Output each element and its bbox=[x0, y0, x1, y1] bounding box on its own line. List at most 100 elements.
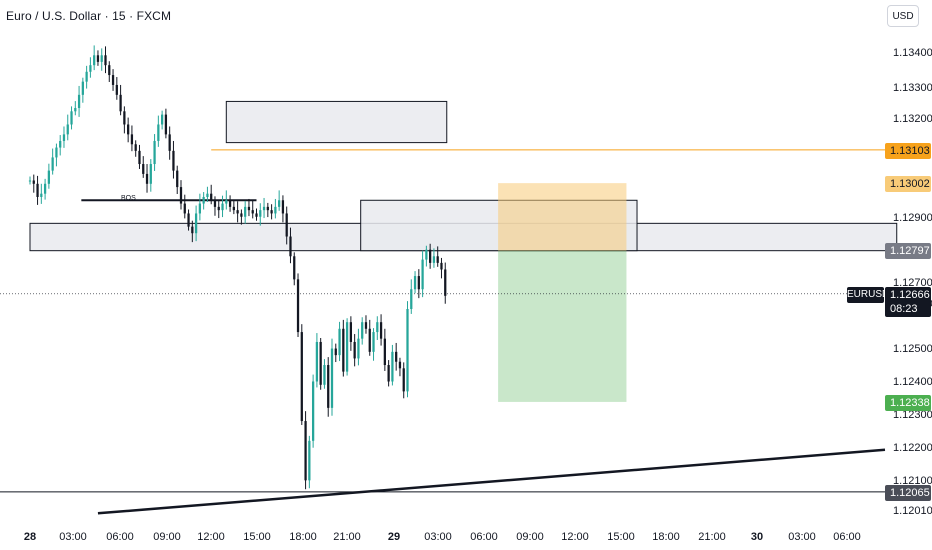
candle-body bbox=[368, 328, 371, 352]
candle-body bbox=[274, 206, 277, 214]
candle bbox=[444, 262, 447, 304]
candle-body bbox=[164, 114, 168, 135]
candle-body bbox=[315, 341, 319, 382]
candle-body bbox=[319, 341, 322, 385]
time-tick-label: 03:00 bbox=[788, 531, 816, 543]
bos-label: BOS bbox=[121, 195, 136, 202]
price-tick-label: 1.12500 bbox=[893, 343, 932, 355]
candle bbox=[402, 362, 405, 399]
candle-body bbox=[36, 183, 39, 197]
candle-body bbox=[194, 213, 198, 234]
candle bbox=[247, 198, 251, 217]
price-tick-label: 1.13400 bbox=[893, 47, 932, 59]
candle-body bbox=[77, 94, 81, 109]
time-tick-label: 30 bbox=[751, 531, 763, 543]
candle bbox=[168, 126, 171, 160]
candle-body bbox=[127, 124, 130, 135]
price-badge-support: 1.12065 bbox=[885, 485, 931, 501]
candle-body bbox=[278, 200, 281, 207]
time-tick-label: 21:00 bbox=[698, 531, 726, 543]
candle-body bbox=[357, 338, 360, 359]
candle-body bbox=[149, 164, 152, 184]
candle bbox=[349, 316, 353, 351]
candle-body bbox=[308, 440, 311, 481]
candle-body bbox=[145, 173, 149, 184]
candle bbox=[311, 374, 315, 448]
candle-body bbox=[395, 351, 398, 362]
candle bbox=[255, 208, 258, 221]
candle bbox=[187, 209, 190, 231]
candle bbox=[357, 328, 360, 366]
candle bbox=[213, 196, 217, 216]
time-tick-label: 18:00 bbox=[652, 531, 680, 543]
candle-body bbox=[62, 134, 66, 141]
candle-body bbox=[421, 259, 424, 290]
price-tick-label: 1.13300 bbox=[893, 82, 932, 94]
candle-body bbox=[240, 213, 243, 217]
candle bbox=[300, 324, 303, 425]
candle-body bbox=[398, 361, 402, 369]
price-tick-label: 1.12100 bbox=[893, 475, 932, 487]
candle bbox=[323, 359, 326, 389]
candle bbox=[395, 342, 398, 371]
candles-layer bbox=[28, 45, 447, 490]
candle bbox=[345, 318, 349, 376]
symbol-label: EURUSD bbox=[847, 287, 889, 303]
candle bbox=[36, 175, 39, 205]
candle-body bbox=[70, 111, 73, 125]
candle-body bbox=[100, 55, 103, 62]
candle bbox=[138, 144, 141, 169]
candle-body bbox=[221, 203, 224, 211]
candle-body bbox=[429, 249, 432, 263]
candle bbox=[202, 192, 205, 210]
candle bbox=[432, 248, 436, 268]
candle bbox=[149, 159, 152, 192]
candle-body bbox=[89, 65, 92, 72]
candle bbox=[130, 125, 134, 152]
candle bbox=[51, 148, 54, 175]
candle bbox=[172, 140, 175, 179]
candle-body bbox=[244, 206, 247, 217]
candle-body bbox=[387, 365, 390, 382]
candle bbox=[179, 180, 183, 210]
candle-body bbox=[183, 203, 186, 214]
candle-body bbox=[376, 322, 379, 333]
candle-body bbox=[210, 193, 213, 201]
candle-body bbox=[187, 213, 190, 227]
price-tick-label: 1.12300 bbox=[893, 409, 932, 421]
price-axis[interactable]: 1.13400 1.13300 1.13200 1.12900 1.127001.126… bbox=[893, 47, 932, 517]
candle bbox=[379, 314, 383, 346]
time-axis[interactable]: 28 03:00 06:00 09:00 12:00 15:00 18:00 21:00 29 0… bbox=[24, 531, 861, 543]
candle bbox=[228, 195, 232, 212]
candle-body bbox=[289, 236, 292, 257]
candle-body bbox=[43, 183, 47, 194]
price-tick-label: 1.12400 bbox=[893, 376, 932, 388]
candle-body bbox=[410, 289, 413, 310]
candle bbox=[47, 163, 51, 189]
candle-body bbox=[364, 322, 368, 329]
candle-body bbox=[311, 381, 315, 441]
candle bbox=[127, 117, 130, 143]
candle-body bbox=[379, 322, 383, 339]
candle bbox=[89, 57, 92, 78]
price-tick-label: 1.13200 bbox=[893, 113, 932, 125]
currency-button[interactable]: USD bbox=[887, 5, 919, 27]
candle bbox=[160, 110, 164, 130]
candle bbox=[145, 164, 149, 193]
time-tick-label: 12:00 bbox=[197, 531, 225, 543]
candle bbox=[308, 435, 311, 489]
candle bbox=[429, 243, 432, 269]
candle bbox=[111, 69, 115, 91]
candle-body bbox=[123, 111, 126, 125]
candle bbox=[383, 328, 386, 371]
candle bbox=[266, 202, 269, 218]
take-profit-zone bbox=[498, 250, 627, 402]
candle bbox=[406, 301, 409, 398]
candle bbox=[142, 156, 145, 178]
candle-body bbox=[198, 203, 202, 214]
candle-body bbox=[327, 365, 330, 408]
candle bbox=[176, 165, 179, 195]
candle-body bbox=[285, 213, 288, 237]
time-tick-label: 06:00 bbox=[470, 531, 498, 543]
